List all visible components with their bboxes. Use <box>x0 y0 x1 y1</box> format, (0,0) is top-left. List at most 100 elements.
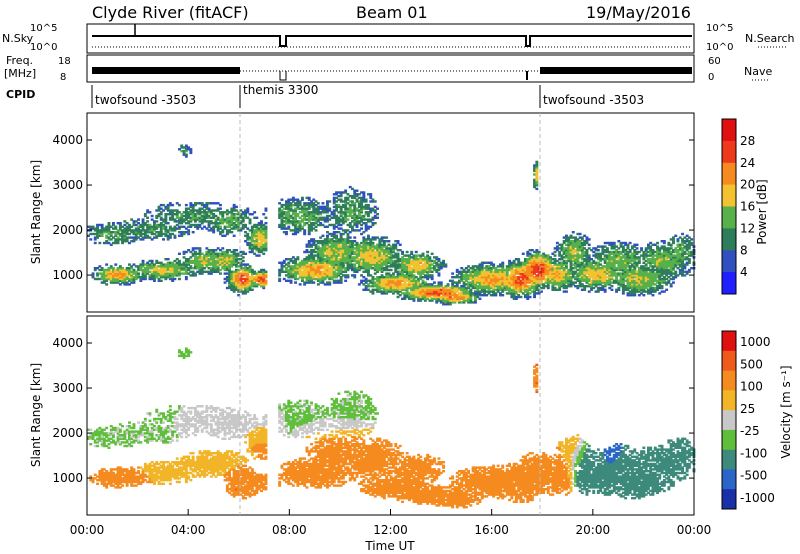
heatmap-cell <box>230 254 234 257</box>
heatmap-cell <box>196 258 200 261</box>
heatmap-cell <box>209 270 213 273</box>
heatmap-cell <box>168 270 172 273</box>
heatmap-cell <box>603 276 607 279</box>
heatmap-cell <box>428 268 432 272</box>
heatmap-cell <box>524 267 527 270</box>
heatmap-cell <box>551 286 555 290</box>
heatmap-cell <box>476 281 480 284</box>
heatmap-cell <box>255 279 259 282</box>
heatmap-cell <box>526 290 530 293</box>
heatmap-cell <box>175 227 179 230</box>
heatmap-cell <box>562 247 566 250</box>
heatmap-cell <box>530 249 534 252</box>
heatmap-cell <box>421 268 425 272</box>
heatmap-cell <box>209 263 213 266</box>
heatmap-cell <box>396 295 400 299</box>
heatmap-cell <box>264 240 268 243</box>
heatmap-cell <box>562 267 566 270</box>
heatmap-cell <box>166 274 170 277</box>
heatmap-cell <box>232 290 236 293</box>
heatmap-cell <box>335 256 338 259</box>
heatmap-cell <box>580 261 584 264</box>
heatmap-cell <box>228 259 231 263</box>
heatmap-cell <box>287 268 291 272</box>
heatmap-cell <box>212 261 216 264</box>
heatmap-cell <box>230 250 234 254</box>
heatmap-cell <box>580 252 584 255</box>
heatmap-cell <box>428 286 432 290</box>
heatmap-cell <box>194 252 197 255</box>
heatmap-cell <box>344 252 348 255</box>
heatmap-cell <box>159 231 163 234</box>
heatmap-cell <box>173 274 177 277</box>
heatmap-cell <box>421 279 425 282</box>
heatmap-cell <box>435 288 439 291</box>
heatmap-cell <box>585 236 589 239</box>
heatmap-cell <box>348 223 352 227</box>
heatmap-cell <box>571 241 575 245</box>
heatmap-cell <box>578 243 582 246</box>
heatmap-cell <box>526 272 530 275</box>
heatmap-cell <box>285 227 288 230</box>
heatmap-cell <box>608 265 612 268</box>
heatmap-cell <box>132 220 136 223</box>
heatmap-cell <box>455 295 459 299</box>
heatmap-cell <box>357 267 361 270</box>
heatmap-cell <box>280 213 284 216</box>
heatmap-cell <box>337 198 341 201</box>
heatmap-cell <box>253 245 257 248</box>
heatmap-cell <box>209 222 213 225</box>
heatmap-cell <box>474 279 477 282</box>
heatmap-cell <box>330 232 334 236</box>
heatmap-cell <box>198 216 202 219</box>
heatmap-cell <box>244 213 247 216</box>
heatmap-cell <box>303 211 307 214</box>
heatmap-cell <box>255 277 259 281</box>
heatmap-cell <box>385 261 389 264</box>
heatmap-cell <box>321 263 325 266</box>
heatmap-cell <box>603 241 607 245</box>
heatmap-cell <box>319 274 323 277</box>
heatmap-cell <box>355 267 359 270</box>
heatmap-cell <box>184 261 188 264</box>
heatmap-cell <box>323 276 327 279</box>
heatmap-cell <box>594 268 598 272</box>
heatmap-cell <box>291 268 295 272</box>
heatmap-cell <box>535 182 539 185</box>
heatmap-cell <box>373 247 377 250</box>
heatmap-cell <box>546 277 550 281</box>
heatmap-cell <box>228 256 231 259</box>
heatmap-cell <box>351 211 354 214</box>
heatmap-cell <box>426 295 430 299</box>
heatmap-cell <box>132 272 136 275</box>
heatmap-cell <box>510 288 514 291</box>
heatmap-cell <box>517 268 521 272</box>
heatmap-cell <box>155 261 159 264</box>
heatmap-cell <box>294 202 297 205</box>
heatmap-cell <box>123 220 127 223</box>
heatmap-cell <box>533 167 536 171</box>
heatmap-cell <box>426 274 430 277</box>
heatmap-cell <box>262 285 266 288</box>
heatmap-cell <box>262 227 266 230</box>
heatmap-cell <box>216 207 220 210</box>
heatmap-cell <box>483 285 486 288</box>
heatmap-cell <box>330 265 334 268</box>
heatmap-cell <box>178 259 181 263</box>
heatmap-cell <box>194 220 197 223</box>
heatmap-cell <box>209 211 213 214</box>
heatmap-cell <box>398 270 402 273</box>
heatmap-cell <box>437 267 441 270</box>
heatmap-cell <box>562 252 566 255</box>
heatmap-cell <box>203 211 206 214</box>
heatmap-cell <box>526 268 530 272</box>
heatmap-cell <box>212 268 216 272</box>
heatmap-cell <box>423 267 427 270</box>
heatmap-cell <box>387 265 391 268</box>
heatmap-cell <box>533 295 536 299</box>
heatmap-cell <box>382 286 386 290</box>
heatmap-cell <box>168 216 172 219</box>
heatmap-cell <box>510 285 514 288</box>
heatmap-cell <box>367 261 370 264</box>
heatmap-cell <box>364 203 368 207</box>
